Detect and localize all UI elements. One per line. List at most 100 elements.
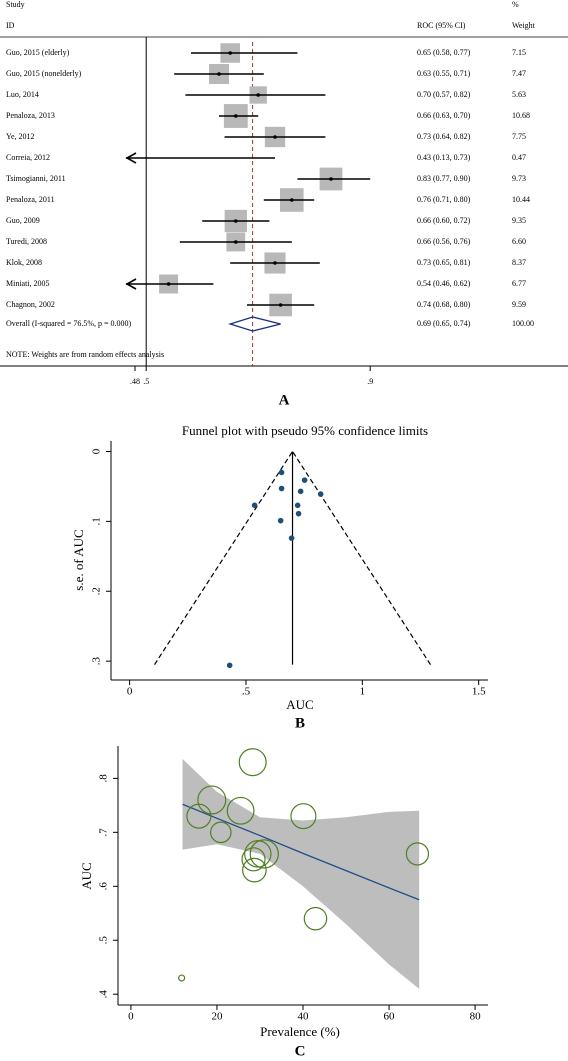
clip-arrow (125, 278, 137, 290)
x-tick-label: 40 (298, 1011, 310, 1023)
weight-label: 9.73 (512, 174, 526, 183)
roc-label: 0.66 (0.63, 0.70) (417, 111, 471, 120)
x-axis-title: Prevalence (%) (260, 1024, 340, 1039)
point-estimate (234, 219, 238, 223)
column-header: Study (6, 0, 25, 9)
panel-label: C (295, 1043, 306, 1059)
weight-label: 7.47 (512, 69, 526, 78)
weight-label: 7.15 (512, 48, 526, 57)
study-name: Correia, 2012 (6, 153, 50, 162)
study-bubble (178, 974, 186, 982)
x-tick-label: 0 (128, 1011, 134, 1023)
study-name: Turedi, 2008 (6, 237, 47, 246)
study-bubble (210, 821, 232, 844)
y-tick-label: .5 (98, 936, 110, 945)
column-header: Weight (512, 21, 536, 30)
study-bubble (226, 796, 255, 825)
roc-label: 0.74 (0.68, 0.80) (417, 300, 471, 309)
chart-title: Funnel plot with pseudo 95% confidence l… (182, 423, 428, 438)
study-name: Chagnon, 2002 (6, 300, 55, 309)
column-header: ROC (95% CI) (417, 21, 466, 30)
study-name: Guo, 2009 (6, 216, 40, 225)
y-tick-label: .8 (98, 774, 110, 783)
overall-label: Overall (I-squared = 76.5%, p = 0.000) (6, 319, 132, 328)
study-point (278, 469, 285, 476)
roc-label: 0.63 (0.55, 0.71) (417, 69, 471, 78)
weight-label: 9.35 (512, 216, 526, 225)
weight-label: 0.47 (512, 153, 526, 162)
roc-label: 0.76 (0.71, 0.80) (417, 195, 471, 204)
study-point (251, 502, 258, 509)
x-tick-label: .5 (242, 686, 251, 698)
y-axis-title: AUC (79, 862, 94, 889)
weight-label: 10.44 (512, 195, 530, 204)
study-name: Miniati, 2005 (6, 279, 50, 288)
x-tick-label: 1.5 (472, 686, 486, 698)
weight-label: 9.59 (512, 300, 526, 309)
footnote: NOTE: Weights are from random effects an… (6, 350, 164, 359)
study-name: Luo, 2014 (6, 90, 39, 99)
roc-label: 0.66 (0.60, 0.72) (417, 216, 471, 225)
study-point (288, 535, 295, 541)
forest-marks (126, 43, 371, 317)
y-tick-label: .1 (91, 517, 103, 525)
roc-label: 0.73 (0.65, 0.81) (417, 258, 471, 267)
study-name: Guo, 2015 (nonelderly) (6, 69, 82, 78)
study-bubble (244, 840, 272, 868)
study-bubble (241, 847, 266, 872)
study-bubble (238, 748, 267, 777)
panel-label: A (279, 392, 290, 408)
weight-label: 6.77 (512, 279, 526, 288)
study-point (297, 488, 304, 495)
x-tick-label: .5 (143, 377, 149, 386)
x-tick-label: 60 (384, 1011, 396, 1023)
weight-label: 7.75 (512, 132, 526, 141)
clip-arrow (125, 152, 137, 164)
overall-roc-label: 0.69 (0.65, 0.74) (417, 319, 471, 328)
x-tick-label: 1 (360, 686, 366, 698)
pseudo-ci-limit (154, 451, 294, 665)
panel-label: B (295, 715, 305, 731)
y-tick-label: .3 (91, 657, 103, 666)
study-point (301, 477, 308, 483)
point-estimate (273, 135, 277, 139)
overall-diamond (228, 316, 281, 332)
x-tick-label: .48 (130, 377, 140, 386)
study-bubble (249, 839, 279, 869)
roc-label: 0.66 (0.56, 0.76) (417, 237, 471, 246)
point-estimate (217, 72, 221, 76)
study-name: Ye, 2012 (6, 132, 35, 141)
study-point (294, 502, 301, 509)
study-bubble (242, 857, 267, 883)
x-tick-label: 80 (470, 1011, 482, 1023)
roc-label: 0.83 (0.77, 0.90) (417, 174, 471, 183)
study-point (295, 510, 302, 517)
study-point (278, 485, 285, 492)
study-name: Penaloza, 2011 (6, 195, 55, 204)
roc-label: 0.54 (0.46, 0.62) (417, 279, 471, 288)
roc-label: 0.73 (0.64, 0.82) (417, 132, 471, 141)
study-bubble (290, 803, 317, 830)
weight-label: 6.60 (512, 237, 526, 246)
point-estimate (273, 261, 277, 265)
point-estimate (166, 282, 171, 286)
roc-label: 0.65 (0.58, 0.77) (417, 48, 471, 57)
x-axis-title: AUC (286, 697, 313, 712)
point-estimate (228, 51, 232, 55)
column-header: % (512, 0, 519, 9)
y-tick-label: .7 (98, 828, 110, 837)
fit-line (182, 803, 420, 901)
weight-label: 5.63 (512, 90, 526, 99)
y-tick-label: .6 (98, 882, 110, 891)
overall-weight-label: 100.00 (512, 319, 534, 328)
study-point (226, 662, 233, 669)
point-estimate (234, 240, 238, 244)
y-axis-title: s.e. of AUC (71, 529, 86, 590)
study-name: Guo, 2015 (elderly) (6, 48, 70, 57)
weight-label: 10.68 (512, 111, 530, 120)
column-header: ID (6, 21, 15, 30)
confidence-band (182, 758, 420, 989)
point-estimate (329, 177, 333, 181)
